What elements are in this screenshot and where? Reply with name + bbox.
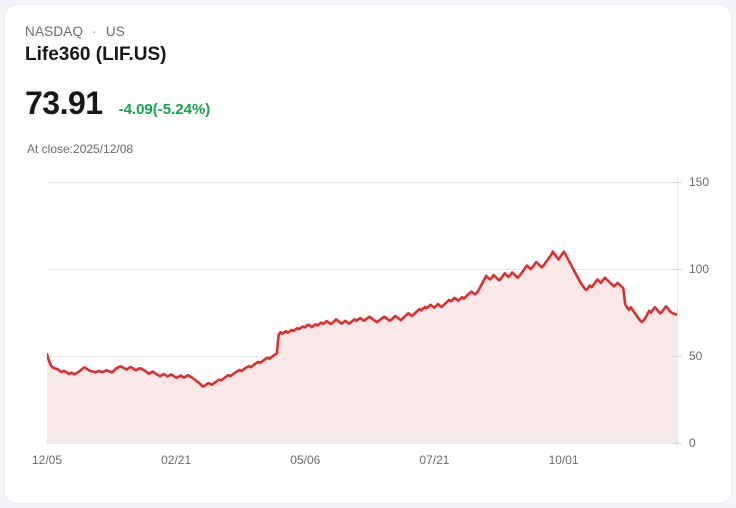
price-value: 73.91 [25, 85, 103, 121]
x-axis-label: 10/01 [548, 453, 579, 467]
price-change: -4.09(-5.24%) [118, 101, 211, 118]
region-label: US [105, 24, 125, 39]
gridline [47, 182, 677, 183]
x-axis-label: 07/21 [419, 453, 450, 467]
price-series [47, 250, 677, 443]
x-axis-label: 02/21 [161, 453, 192, 467]
gridline [47, 269, 677, 270]
exchange-label: NASDAQ [25, 24, 84, 39]
exchange-row: NASDAQ · US [25, 23, 625, 40]
y-axis-tick [672, 443, 682, 444]
x-axis-label: 05/06 [290, 453, 321, 467]
price-chart[interactable]: 0 50 100 150 12/05 02/21 05/06 07/21 10/01 [5, 165, 731, 485]
y-axis-label: 150 [689, 175, 710, 189]
y-axis-tick [672, 269, 682, 270]
y-axis-tick [672, 182, 682, 183]
y-axis-label: 100 [689, 262, 710, 276]
page-title: Life360 (LIF.US) [25, 44, 167, 65]
x-axis-label: 12/05 [31, 453, 63, 467]
y-axis-tick [672, 356, 682, 357]
gridline [47, 443, 677, 444]
y-axis-label: 50 [689, 349, 703, 363]
exchange-separator: · [92, 24, 97, 39]
price-row: 73.91 -4.09(-5.24%) [25, 85, 210, 121]
y-axis-label: 0 [689, 436, 696, 450]
stock-quote-card: NASDAQ · US Life360 (LIF.US) 73.91 -4.09… [4, 4, 732, 504]
y-axis-line [677, 177, 678, 448]
header: NASDAQ · US Life360 (LIF.US) [25, 23, 625, 68]
market-status: At close:2025/12/08 [27, 142, 134, 156]
price-area-fill [47, 251, 677, 443]
price-line [47, 250, 677, 388]
